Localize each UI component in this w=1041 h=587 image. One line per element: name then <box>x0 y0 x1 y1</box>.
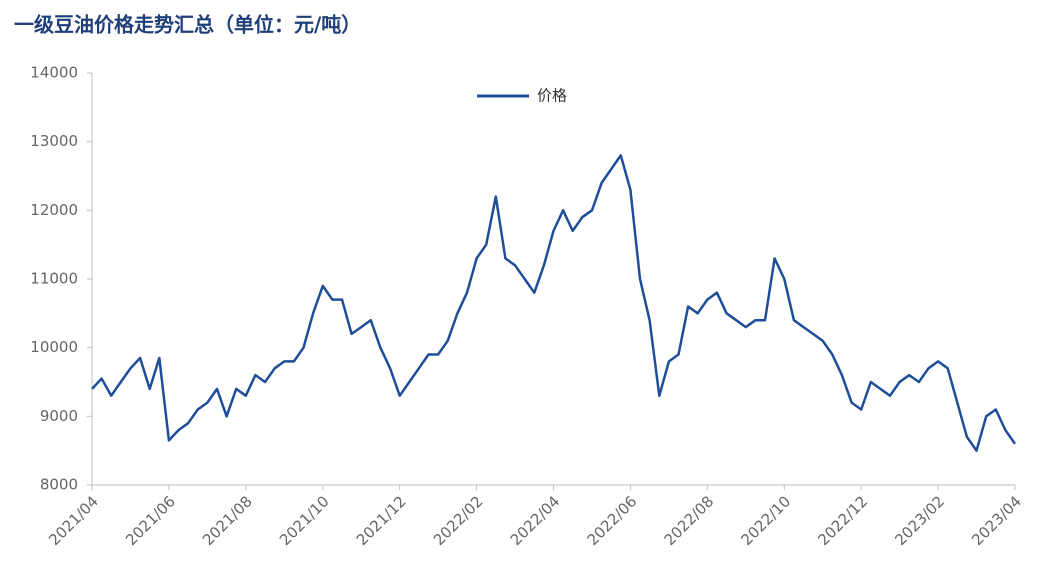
legend-label: 价格 <box>537 87 567 105</box>
x-tick-label: 2023/02 <box>891 492 948 549</box>
x-tick-label: 2021/06 <box>122 492 179 549</box>
chart-title: 一级豆油价格走势汇总（单位：元/吨） <box>14 13 361 37</box>
y-tick-label: 11000 <box>30 270 78 288</box>
y-tick-label: 13000 <box>30 132 78 150</box>
y-tick-label: 14000 <box>30 64 78 82</box>
y-tick-label: 8000 <box>40 476 78 494</box>
x-tick-label: 2022/02 <box>430 492 487 549</box>
x-tick-label: 2022/10 <box>737 492 794 549</box>
x-tick-label: 2022/06 <box>584 492 641 549</box>
x-tick-label: 2021/10 <box>276 492 333 549</box>
x-tick-label: 2023/04 <box>968 492 1025 549</box>
x-tick-label: 2021/08 <box>199 492 256 549</box>
x-tick-label: 2022/12 <box>814 492 871 549</box>
x-tick-label: 2022/04 <box>507 492 564 549</box>
price-line <box>91 154 1017 452</box>
x-tick-label: 2021/12 <box>353 492 410 549</box>
x-tick-label: 2021/04 <box>45 492 102 549</box>
y-tick-label: 10000 <box>30 338 78 356</box>
y-tick-label: 9000 <box>40 407 78 425</box>
x-tick-label: 2022/08 <box>661 492 718 549</box>
y-tick-label: 12000 <box>30 201 78 219</box>
